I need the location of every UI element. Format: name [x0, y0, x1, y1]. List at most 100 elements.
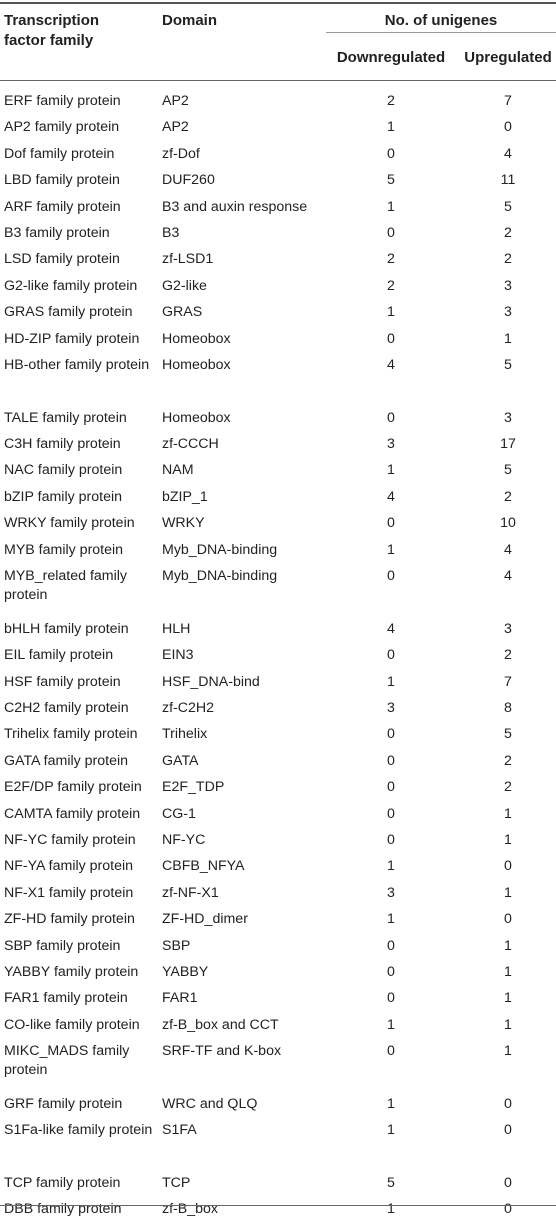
upregulated-cell: 3 — [504, 277, 512, 294]
downregulated-cell: 1 — [387, 462, 395, 479]
table-row: LBD family protein DUF260 5 11 — [0, 168, 556, 194]
downregulated-cell: 1 — [387, 198, 395, 215]
family-cell: MYB family protein — [4, 541, 124, 558]
domain-cell: GRAS — [162, 304, 203, 321]
table-row: B3 family protein B3 0 2 — [0, 221, 556, 247]
family-cell: S1Fa-like family protein — [4, 1122, 153, 1139]
domain-cell: E2F_TDP — [162, 779, 225, 796]
family-cell: MYB_related family protein — [4, 568, 128, 604]
family-cell: HSF family protein — [4, 673, 121, 690]
domain-cell: EIN3 — [162, 647, 194, 664]
domain-cell: Trihelix — [162, 726, 208, 743]
downregulated-cell: 0 — [387, 752, 395, 769]
upregulated-cell: 1 — [504, 884, 512, 901]
domain-cell: SRF-TF and K-box — [162, 1043, 282, 1060]
downregulated-cell: 0 — [387, 145, 395, 162]
family-cell: TCP family protein — [4, 1175, 121, 1192]
domain-cell: B3 — [162, 224, 180, 241]
family-cell: G2-like family protein — [4, 277, 138, 294]
domain-cell: SBP — [162, 937, 191, 954]
table-row: ZF-HD family protein ZF-HD_dimer 1 0 — [0, 907, 556, 933]
domain-cell: WRC and QLQ — [162, 1095, 258, 1112]
family-cell: NF-YA family protein — [4, 858, 134, 875]
downregulated-cell: 3 — [387, 884, 395, 901]
table-row: CO-like family protein zf-B_box and CCT 1 1 — [0, 1013, 556, 1039]
domain-cell: YABBY — [162, 963, 209, 980]
family-cell: bZIP family protein — [4, 488, 123, 505]
family-cell: DBB family protein — [4, 1201, 122, 1218]
table-top-rule — [0, 2, 556, 4]
header-domain: Domain — [162, 12, 218, 29]
upregulated-cell: 1 — [504, 805, 512, 822]
upregulated-cell: 1 — [504, 990, 512, 1007]
family-cell: CO-like family protein — [4, 1016, 140, 1033]
domain-cell: GATA — [162, 752, 199, 769]
family-cell: WRKY family protein — [4, 515, 135, 532]
downregulated-cell: 1 — [387, 1016, 395, 1033]
table-row: YABBY family protein YABBY 0 1 — [0, 960, 556, 986]
table-row: MYB_related family protein Myb_DNA-bindin… — [0, 564, 556, 617]
domain-cell: AP2 — [162, 93, 189, 109]
family-cell: E2F/DP family protein — [4, 779, 142, 796]
family-cell: C2H2 family protein — [4, 700, 129, 717]
table-row: E2F/DP family protein E2F_TDP 0 2 — [0, 775, 556, 801]
table-row: S1Fa-like family protein S1FA 1 0 — [0, 1118, 556, 1171]
table-row: C3H family protein zf-CCCH 3 17 — [0, 432, 556, 458]
domain-cell: S1FA — [162, 1122, 197, 1139]
upregulated-cell: 3 — [504, 304, 512, 321]
table-row: ARF family protein B3 and auxin response 1… — [0, 195, 556, 221]
domain-cell: CG-1 — [162, 805, 196, 822]
family-cell: bHLH family protein — [4, 620, 129, 637]
downregulated-cell: 0 — [387, 1043, 395, 1060]
table-body: ERF family protein AP2 2 7 AP2 family protei… — [0, 89, 556, 1224]
family-cell: MIKC_MADS family protein — [4, 1043, 130, 1079]
downregulated-cell: 1 — [387, 858, 395, 875]
header-downregulated: Downregulated — [336, 49, 446, 66]
downregulated-cell: 2 — [387, 277, 395, 294]
family-cell: FAR1 family protein — [4, 990, 128, 1007]
table-row: TALE family protein Homeobox 0 3 — [0, 406, 556, 432]
domain-cell: zf-B_box — [162, 1201, 218, 1218]
family-cell: ARF family protein — [4, 198, 121, 215]
upregulated-cell: 5 — [504, 726, 512, 743]
domain-cell: Homeobox — [162, 330, 231, 347]
upregulated-cell: 1 — [504, 1043, 512, 1060]
family-cell: AP2 family protein — [4, 119, 120, 136]
family-cell: EIL family protein — [4, 647, 114, 664]
table-row: C2H2 family protein zf-C2H2 3 8 — [0, 696, 556, 722]
upregulated-cell: 2 — [504, 488, 512, 505]
domain-cell: zf-LSD1 — [162, 251, 214, 268]
table-bottom-rule — [0, 1205, 556, 1207]
family-cell: SBP family protein — [4, 937, 121, 954]
table-row: Trihelix family protein Trihelix 0 5 — [0, 722, 556, 748]
downregulated-cell: 1 — [387, 541, 395, 558]
domain-cell: CBFB_NFYA — [162, 858, 245, 875]
table-row: GATA family protein GATA 0 2 — [0, 749, 556, 775]
domain-cell: Myb_DNA-binding — [162, 568, 278, 585]
family-cell: LBD family protein — [4, 172, 120, 189]
downregulated-cell: 1 — [387, 119, 395, 136]
downregulated-cell: 0 — [387, 990, 395, 1007]
downregulated-cell: 5 — [387, 1175, 395, 1192]
downregulated-cell: 1 — [387, 911, 395, 928]
family-cell: GRAS family protein — [4, 304, 133, 321]
downregulated-cell: 0 — [387, 515, 395, 532]
table-row: GRF family protein WRC and QLQ 1 0 — [0, 1092, 556, 1118]
family-cell: B3 family protein — [4, 224, 110, 241]
domain-cell: DUF260 — [162, 172, 215, 189]
domain-cell: G2-like — [162, 277, 207, 294]
upregulated-cell: 1 — [504, 1016, 512, 1033]
downregulated-cell: 1 — [387, 304, 395, 321]
table-row: HB-other family protein Homeobox 4 5 — [0, 353, 556, 406]
upregulated-cell: 4 — [504, 568, 512, 585]
upregulated-cell: 1 — [504, 937, 512, 954]
downregulated-cell: 4 — [387, 488, 395, 505]
family-cell: GATA family protein — [4, 752, 129, 769]
upregulated-cell: 3 — [504, 620, 512, 637]
downregulated-cell: 2 — [387, 93, 395, 109]
domain-cell: HSF_DNA-bind — [162, 673, 260, 690]
downregulated-cell: 0 — [387, 831, 395, 848]
downregulated-cell: 5 — [387, 172, 395, 189]
domain-cell: zf-C2H2 — [162, 700, 215, 717]
downregulated-cell: 1 — [387, 1122, 395, 1139]
